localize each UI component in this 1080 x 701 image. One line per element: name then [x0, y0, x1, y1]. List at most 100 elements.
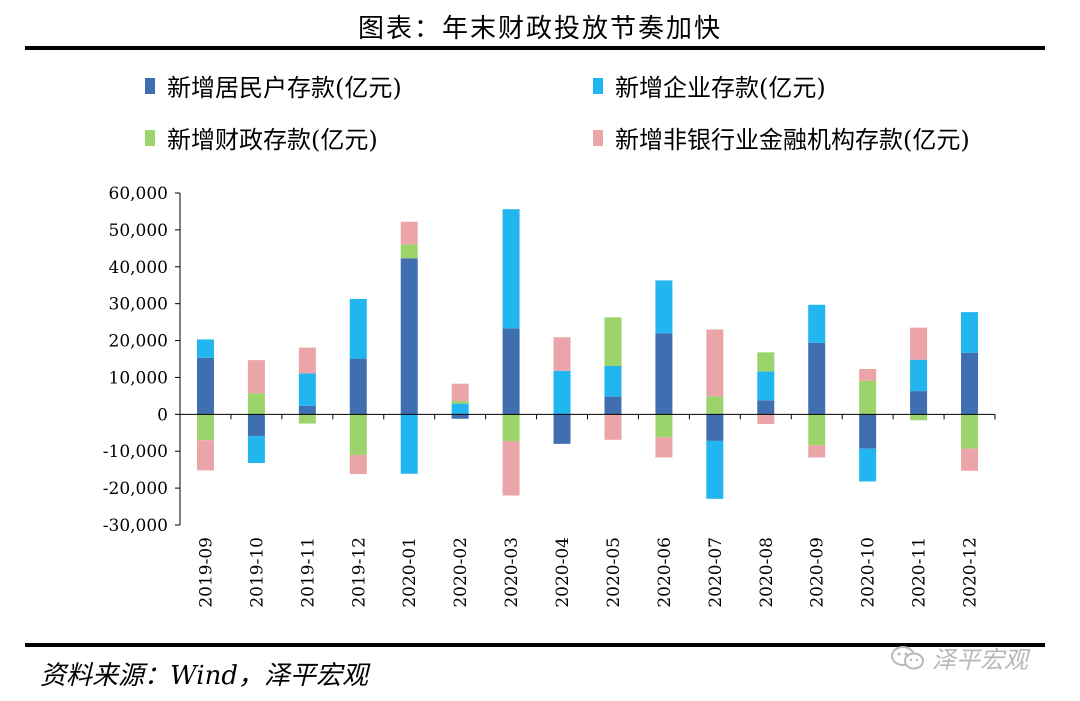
y-tick-label: 20,000: [109, 332, 168, 352]
bar-household: [655, 333, 673, 415]
bar-enterprise: [961, 312, 979, 353]
bar-nonbank: [400, 221, 418, 245]
bar-fiscal: [910, 414, 928, 421]
bar-household: [502, 328, 520, 415]
bar-fiscal: [298, 414, 316, 424]
bar-enterprise: [757, 371, 775, 401]
bar-household: [706, 414, 724, 441]
legend-swatch-nonbank: [593, 129, 603, 146]
legend-label-household: 新增居民户存款(亿元): [167, 74, 402, 102]
wechat-icon: [891, 645, 924, 669]
bar-household: [553, 414, 571, 444]
bar-household: [247, 414, 265, 437]
bar-household: [604, 396, 622, 415]
bar-nonbank: [961, 448, 979, 471]
watermark: 泽平宏观: [890, 640, 1028, 675]
bar-fiscal: [757, 352, 775, 372]
bar-nonbank: [553, 337, 571, 371]
x-tick-label: 2020-02: [451, 537, 471, 608]
bar-nonbank: [349, 454, 367, 475]
bar-fiscal: [349, 414, 367, 455]
bar-household: [349, 358, 367, 415]
bar-enterprise: [502, 209, 520, 329]
bar-fiscal: [502, 414, 520, 442]
x-tick-label: 2019-11: [298, 537, 318, 608]
bar-fiscal: [451, 401, 469, 404]
bar-fiscal: [247, 393, 265, 415]
x-tick-label: 2020-12: [961, 537, 981, 608]
bar-enterprise: [604, 366, 622, 397]
y-tick-label: 30,000: [109, 295, 168, 315]
bar-nonbank: [859, 368, 877, 381]
x-tick-label: 2019-12: [349, 537, 369, 608]
x-tick-label: 2020-08: [757, 537, 777, 608]
y-tick-label: 50,000: [109, 221, 168, 241]
bar-enterprise: [298, 373, 316, 406]
bar-nonbank: [706, 329, 724, 397]
bar-enterprise: [655, 280, 673, 334]
bar-enterprise: [400, 414, 418, 474]
x-tick-label: 2019-09: [196, 537, 216, 608]
bar-enterprise: [553, 370, 571, 415]
bar-nonbank: [502, 441, 520, 496]
y-tick-label: 0: [157, 405, 168, 425]
bar-fiscal: [706, 396, 724, 415]
y-tick-label: -20,000: [103, 479, 168, 499]
bar-nonbank: [247, 360, 265, 394]
bar-enterprise: [808, 304, 826, 343]
x-tick-label: 2020-11: [910, 537, 930, 608]
bar-household: [859, 414, 877, 449]
legend-swatch-household: [145, 77, 155, 94]
bar-nonbank: [757, 414, 775, 424]
chart-title: 图表：年末财政投放节奏加快: [357, 14, 722, 44]
x-tick-label: 2020-07: [706, 537, 726, 608]
bar-enterprise: [247, 436, 265, 464]
bar-nonbank: [604, 414, 622, 440]
legend-label-enterprise: 新增企业存款(亿元): [615, 74, 826, 102]
legend-item-household: 新增居民户存款(亿元): [145, 68, 402, 103]
y-tick-label: 10,000: [109, 368, 168, 388]
x-tick-label: 2020-06: [655, 537, 675, 608]
legend-swatch-fiscal: [145, 129, 155, 146]
bar-enterprise: [910, 359, 928, 392]
bar-enterprise: [859, 448, 877, 482]
x-tick-label: 2019-10: [247, 537, 267, 608]
bar-fiscal: [859, 380, 877, 415]
bar-household: [808, 342, 826, 415]
bottom-rule: [25, 643, 1045, 647]
bar-fiscal: [604, 317, 622, 367]
x-tick-label: 2020-05: [604, 537, 624, 608]
bar-household: [757, 400, 775, 415]
legend-swatch-enterprise: [593, 77, 603, 94]
legend-item-enterprise: 新增企业存款(亿元): [593, 68, 826, 103]
bar-enterprise: [196, 339, 214, 358]
legend-item-nonbank: 新增非银行业金融机构存款(亿元): [593, 120, 970, 155]
bar-household: [961, 352, 979, 415]
bar-household: [400, 258, 418, 415]
bar-nonbank: [910, 327, 928, 360]
bar-household: [196, 357, 214, 415]
y-tick-label: 40,000: [109, 258, 168, 278]
x-tick-label: 2020-09: [808, 537, 828, 608]
x-tick-label: 2020-04: [553, 537, 573, 608]
x-tick-label: 2020-03: [502, 537, 522, 608]
bar-nonbank: [451, 383, 469, 402]
source-note: 资料来源：Wind，泽平宏观: [40, 661, 368, 691]
x-tick-label: 2020-01: [400, 537, 420, 608]
x-tick-label: 2020-10: [859, 537, 879, 608]
bar-household: [451, 414, 469, 419]
bar-fiscal: [808, 414, 826, 446]
bar-fiscal: [961, 414, 979, 449]
legend-label-nonbank: 新增非银行业金融机构存款(亿元): [615, 126, 970, 154]
bar-enterprise: [706, 440, 724, 499]
y-tick-label: 60,000: [109, 184, 168, 204]
top-rule: [25, 46, 1045, 50]
y-tick-label: -10,000: [103, 442, 168, 462]
watermark-text: 泽平宏观: [932, 646, 1028, 674]
bar-fiscal: [196, 414, 214, 441]
bar-enterprise: [451, 403, 469, 415]
bar-household: [298, 405, 316, 415]
bar-nonbank: [196, 440, 214, 471]
bar-fiscal: [655, 414, 673, 438]
